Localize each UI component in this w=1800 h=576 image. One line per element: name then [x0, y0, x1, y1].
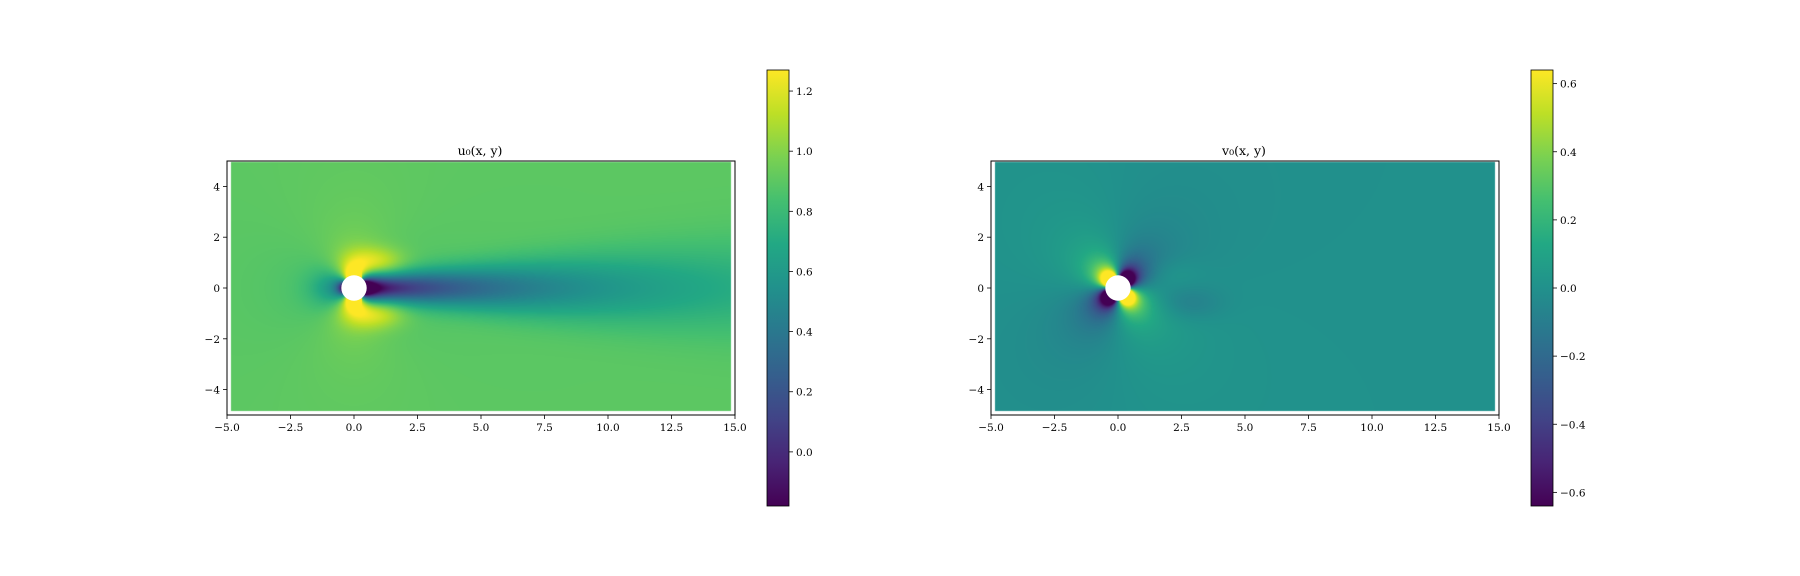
y-tick-label: −2 — [205, 334, 220, 346]
colorbar-tick-label: 1.2 — [796, 86, 813, 98]
x-axis-ticks: −5.0 −2.5 0.0 2.5 5.0 7.5 10.0 12.5 15.0 — [214, 415, 747, 434]
y-tick-label: 4 — [213, 181, 220, 193]
cylinder-obstacle — [1105, 275, 1131, 301]
colorbar-tick-label: 0.4 — [796, 327, 813, 339]
y-tick-label: 0 — [977, 283, 984, 295]
x-tick-label: 15.0 — [1487, 422, 1510, 434]
y-tick-label: −4 — [205, 385, 221, 397]
colorbar-gradient — [766, 69, 790, 507]
x-tick-label: −5.0 — [214, 422, 240, 434]
colorbar-tick-label: −0.6 — [1560, 487, 1586, 499]
colorbar-tick-label: 0.8 — [796, 206, 813, 218]
u-velocity-panel: u₀(x, y) −5.0 −2.5 0.0 2.5 5.0 7.5 10.0 12.5 15.… — [205, 69, 813, 507]
colorbar-tick-label: 0.2 — [1560, 215, 1577, 227]
colorbar-tick-label: 1.0 — [796, 146, 813, 158]
colorbar-tick-label: 0.4 — [1560, 147, 1577, 159]
y-axis-ticks: −4 −2 0 2 4 — [205, 181, 227, 397]
x-tick-label: 12.5 — [660, 422, 683, 434]
u-velocity-colorbar: 0.0 0.2 0.4 0.6 0.8 1.0 1.2 — [766, 69, 813, 507]
x-tick-label: −2.5 — [278, 422, 304, 434]
colorbar-tick-label: −0.2 — [1560, 351, 1586, 363]
field-raster — [991, 161, 1499, 415]
chart-title: u₀(x, y) — [458, 143, 503, 158]
x-tick-label: 7.5 — [1300, 422, 1317, 434]
colorbar-tick-label: 0.0 — [1560, 283, 1577, 295]
field-raster — [227, 161, 735, 415]
x-tick-label: −5.0 — [978, 422, 1004, 434]
x-tick-label: −2.5 — [1042, 422, 1068, 434]
colorbar-gradient — [1530, 69, 1554, 507]
y-tick-label: −4 — [969, 385, 985, 397]
y-tick-label: 0 — [213, 283, 220, 295]
y-tick-label: 4 — [977, 181, 984, 193]
colorbar-tick-label: 0.6 — [796, 266, 813, 278]
v-velocity-colorbar: −0.6 −0.4 −0.2 0.0 0.2 0.4 0.6 — [1530, 69, 1586, 507]
x-tick-label: 10.0 — [1360, 422, 1383, 434]
x-tick-label: 10.0 — [596, 422, 619, 434]
x-tick-label: 0.0 — [346, 422, 363, 434]
y-tick-label: 2 — [977, 232, 984, 244]
x-tick-label: 2.5 — [1173, 422, 1190, 434]
x-tick-label: 12.5 — [1424, 422, 1447, 434]
y-tick-label: 2 — [213, 232, 220, 244]
v-velocity-heatmap — [990, 160, 1500, 416]
x-tick-label: 2.5 — [409, 422, 426, 434]
y-tick-label: −2 — [969, 334, 984, 346]
x-tick-label: 15.0 — [723, 422, 746, 434]
x-tick-label: 0.0 — [1110, 422, 1127, 434]
cylinder-obstacle — [341, 275, 367, 301]
colorbar-tick-label: −0.4 — [1560, 419, 1586, 431]
chart-title: v₀(x, y) — [1221, 143, 1266, 158]
y-axis-ticks: −4 −2 0 2 4 — [969, 181, 991, 397]
x-tick-label: 5.0 — [473, 422, 490, 434]
colorbar-tick-label: 0.2 — [796, 387, 813, 399]
colorbar-tick-label: 0.6 — [1560, 79, 1577, 91]
u-velocity-heatmap — [226, 160, 736, 416]
x-tick-label: 5.0 — [1237, 422, 1254, 434]
x-axis-ticks: −5.0 −2.5 0.0 2.5 5.0 7.5 10.0 12.5 15.0 — [978, 415, 1511, 434]
x-tick-label: 7.5 — [536, 422, 553, 434]
colorbar-tick-label: 0.0 — [796, 447, 813, 459]
v-velocity-panel: v₀(x, y) −5.0 −2.5 0.0 2.5 5.0 7.5 10.0 12.5 15.… — [969, 69, 1586, 507]
